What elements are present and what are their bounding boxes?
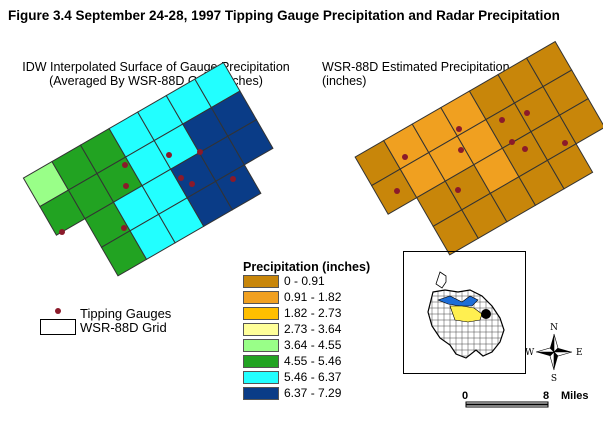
legend-class-label: 0.91 - 1.82 [284, 290, 342, 304]
scale-bar [465, 401, 549, 408]
radar-grid [354, 40, 603, 256]
inset-radar-site [481, 309, 491, 319]
legend-class-label: 6.37 - 7.29 [284, 386, 342, 400]
legend-gauge-symbol [55, 308, 61, 314]
compass-n: N [550, 323, 558, 333]
compass-w-dark [536, 352, 554, 356]
legend-class-label: 2.73 - 3.64 [284, 322, 342, 336]
tipping-gauge-point [499, 117, 505, 123]
scale-unit-label: Miles [561, 390, 589, 402]
tipping-gauge-point [230, 176, 236, 182]
compass-e-dark [554, 348, 572, 352]
idw-grid [22, 61, 274, 277]
compass-w: W [525, 348, 535, 358]
grid-cell [215, 164, 262, 211]
legend-swatch [243, 371, 279, 384]
legend-title: Precipitation (inches) [243, 260, 371, 274]
compass-w-light [535, 347, 555, 353]
legend-grid-symbol [40, 319, 76, 335]
tipping-gauge-point [402, 154, 408, 160]
tipping-gauge-point [166, 152, 172, 158]
compass-s: S [551, 374, 557, 384]
legend-tipping-gauges-label: Tipping Gauges [80, 306, 172, 321]
legend-class-label: 0 - 0.91 [284, 274, 325, 288]
inset-study-area [449, 305, 483, 323]
tipping-gauge-point [189, 181, 195, 187]
tipping-gauge-point [121, 225, 127, 231]
radar-map-title-line1: WSR-88D Estimated Precipitation [322, 60, 510, 74]
tipping-gauge-point [509, 139, 515, 145]
legend-grid-label: WSR-88D Grid [80, 320, 167, 335]
compass-e: E [576, 348, 583, 358]
legend-swatch [243, 355, 279, 368]
radar-map-title-line2: (inches) [322, 74, 367, 88]
inset-boundary [427, 289, 505, 359]
tipping-gauge-point [562, 140, 568, 146]
inset-frame [403, 251, 526, 374]
compass-s-dark [554, 352, 558, 370]
legend-class-label: 5.46 - 6.37 [284, 370, 342, 384]
tipping-gauge-point [524, 110, 530, 116]
grid-cell [546, 143, 594, 190]
legend-swatch [243, 307, 279, 320]
legend-class-label: 1.82 - 2.73 [284, 306, 342, 320]
tipping-gauge-point [178, 175, 184, 181]
legend-swatch [243, 275, 279, 288]
compass-n-dark [550, 334, 554, 352]
tipping-gauge-point [455, 187, 461, 193]
tipping-gauge-point [458, 147, 464, 153]
compass-rose: N S E W [525, 323, 583, 384]
figure-title: Figure 3.4 September 24-28, 1997 Tipping… [8, 8, 560, 23]
tipping-gauge-point [456, 126, 462, 132]
legend-swatch [243, 339, 279, 352]
inset-island [435, 271, 447, 289]
radar-gauges [394, 110, 568, 194]
scale-end-label: 8 [543, 390, 550, 402]
tipping-gauge-point [522, 146, 528, 152]
inset-lake [437, 295, 479, 307]
tipping-gauge-point [394, 188, 400, 194]
scale-start-label: 0 [462, 390, 469, 402]
legend-swatch [243, 323, 279, 336]
tipping-gauge-point [123, 183, 129, 189]
legend-swatch [243, 291, 279, 304]
tipping-gauge-point [59, 229, 65, 235]
grid-cell [558, 98, 603, 145]
tipping-gauge-point [122, 162, 128, 168]
grid-cell [227, 119, 274, 166]
tipping-gauge-point [197, 149, 203, 155]
legend-class-label: 4.55 - 5.46 [284, 354, 342, 368]
idw-gauges [59, 149, 236, 235]
legend-swatch [243, 387, 279, 400]
compass-e-light [553, 351, 573, 357]
legend-class-label: 3.64 - 4.55 [284, 338, 342, 352]
